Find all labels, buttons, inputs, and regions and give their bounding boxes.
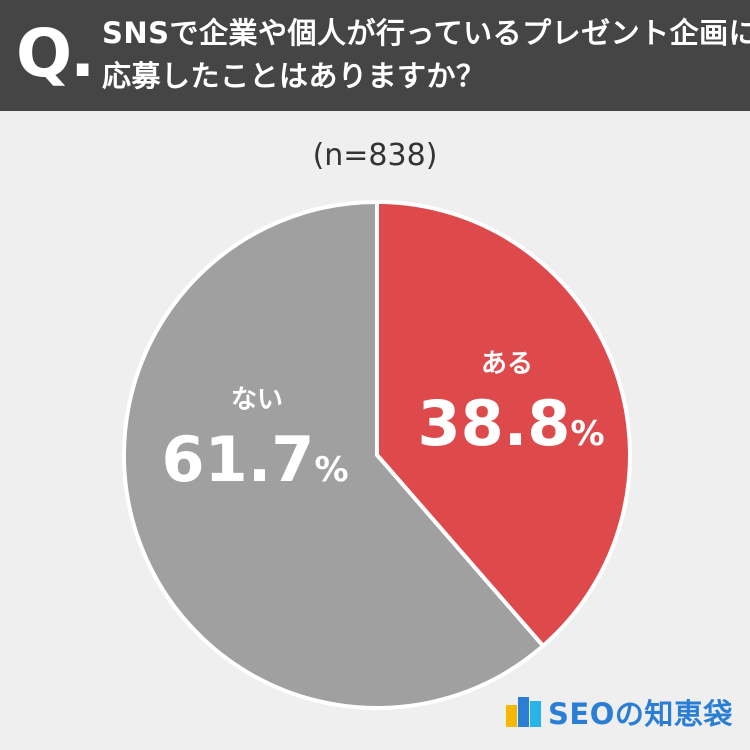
- question-header: Q. SNSで企業や個人が行っているプレゼント企画に 応募したことはありますか？: [0, 0, 750, 111]
- q-mark: Q.: [16, 15, 95, 92]
- slice-label: ある: [481, 349, 533, 379]
- question-line-2: 応募したことはありますか？: [102, 59, 486, 93]
- pie-slice-no: [122, 200, 546, 710]
- sample-size: (n=838): [312, 138, 438, 173]
- slice-value: 61.7%: [161, 423, 348, 496]
- slice-value: 38.8%: [417, 387, 604, 460]
- slice-label: ない: [231, 385, 283, 415]
- logo-text: SEOの知恵袋: [548, 697, 733, 731]
- question-text: SNSで企業や個人が行っているプレゼント企画に 応募したことはありますか？: [102, 12, 750, 98]
- question-line-1: SNSで企業や個人が行っているプレゼント企画に: [102, 16, 750, 50]
- pie-slice-yes: [375, 200, 632, 648]
- logo-icon: [506, 697, 542, 727]
- logo: SEOの知恵袋: [506, 692, 733, 732]
